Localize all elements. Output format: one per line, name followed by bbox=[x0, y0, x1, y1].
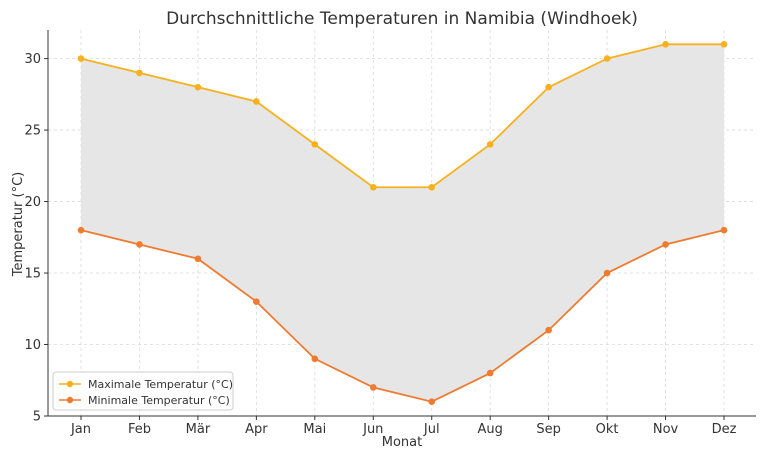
x-tick-label: Jul bbox=[423, 422, 440, 437]
x-tick-label: Apr bbox=[245, 422, 268, 437]
data-point-max bbox=[428, 183, 436, 191]
y-axis-title: Temperatur (°C) bbox=[11, 172, 26, 278]
y-tick-label: 10 bbox=[24, 338, 41, 353]
fill-between-area bbox=[81, 44, 724, 402]
data-point-max bbox=[720, 40, 728, 48]
x-tick-label: Aug bbox=[477, 422, 502, 437]
data-point-max bbox=[253, 98, 260, 105]
data-point-min bbox=[428, 398, 436, 406]
data-point-max bbox=[603, 55, 611, 62]
data-point-max bbox=[545, 83, 552, 91]
x-tick-label: Mär bbox=[186, 422, 211, 437]
y-tick-label: 25 bbox=[24, 124, 41, 139]
x-tick-label: Sep bbox=[536, 422, 561, 437]
x-axis-title: Monat bbox=[382, 435, 422, 450]
data-point-max bbox=[136, 69, 143, 77]
data-point-min bbox=[603, 269, 611, 277]
y-tick-label: 20 bbox=[24, 195, 41, 210]
y-tick-label: 5 bbox=[33, 410, 41, 425]
data-point-max bbox=[662, 40, 669, 48]
data-point-min bbox=[194, 255, 202, 263]
data-point-max bbox=[311, 141, 319, 148]
ticks: Jan Feb Mär Apr Mai Jun Jul Aug Sep Okt Nov Dez 5 10 1… bbox=[24, 52, 736, 437]
data-point-min bbox=[662, 241, 669, 248]
x-tick-label: Jan bbox=[70, 422, 91, 437]
data-point-min bbox=[545, 326, 552, 334]
series-layer bbox=[77, 40, 728, 406]
data-point-min bbox=[77, 226, 85, 234]
data-point-max bbox=[486, 141, 494, 148]
x-tick-label: Jun bbox=[362, 422, 383, 437]
legend: Maximale Temperatur (°C) Minimale Temper… bbox=[52, 371, 234, 411]
x-tick-label: Feb bbox=[128, 422, 151, 437]
legend-label-max: Maximale Temperatur (°C) bbox=[88, 378, 233, 391]
legend-label-min: Minimale Temperatur (°C) bbox=[88, 394, 230, 407]
series-line-max bbox=[80, 43, 724, 189]
data-point-max bbox=[77, 55, 85, 62]
y-tick-label: 30 bbox=[24, 52, 41, 67]
axes bbox=[47, 30, 756, 417]
chart-title: Durchschnittliche Temperaturen in Namibi… bbox=[166, 9, 638, 29]
data-point-min bbox=[136, 241, 143, 248]
x-tick-label: Mai bbox=[303, 422, 326, 437]
series-line-min bbox=[80, 229, 725, 403]
x-tick-label: Okt bbox=[596, 422, 619, 437]
legend-dot-max bbox=[66, 380, 74, 388]
x-tick-label: Dez bbox=[712, 422, 737, 437]
data-point-max bbox=[369, 183, 377, 191]
legend-dot-min bbox=[66, 396, 74, 404]
data-point-min bbox=[311, 355, 319, 363]
data-point-min bbox=[253, 298, 260, 305]
legend-box bbox=[52, 371, 234, 411]
data-point-max bbox=[194, 83, 202, 91]
x-tick-label: Nov bbox=[653, 422, 679, 437]
data-point-min bbox=[369, 384, 377, 391]
y-tick-label: 15 bbox=[24, 267, 41, 282]
data-point-min bbox=[486, 369, 494, 377]
data-point-min bbox=[720, 226, 728, 234]
